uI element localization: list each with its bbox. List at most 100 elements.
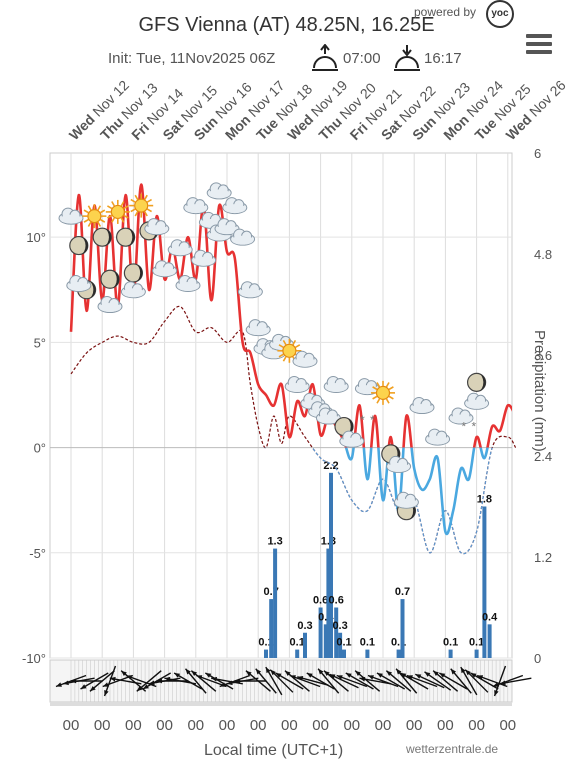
x-tick-label: 00 bbox=[250, 717, 267, 734]
precip-bar bbox=[482, 506, 487, 658]
yoc-logo[interactable]: yoc bbox=[486, 0, 514, 28]
moon-icon bbox=[92, 227, 112, 247]
x-axis-title: Local time (UTC+1) bbox=[204, 742, 344, 759]
snow-icon: * * bbox=[461, 420, 476, 434]
precip-value-label: 0.1 bbox=[336, 637, 351, 649]
credit-label: wetterzentrale.de bbox=[406, 742, 499, 756]
sun-icon bbox=[82, 204, 107, 229]
moon-icon bbox=[100, 269, 120, 289]
svg-text:*: * bbox=[360, 413, 365, 427]
precip-bar bbox=[487, 624, 492, 658]
wind-arrow bbox=[136, 670, 162, 692]
temp-tick-label: 5° bbox=[34, 335, 46, 350]
wind-arrow bbox=[102, 674, 134, 688]
menu-icon[interactable] bbox=[526, 34, 552, 56]
cloud-icon bbox=[206, 182, 232, 200]
precip-tick-label: 3.6 bbox=[534, 348, 552, 363]
precip-bar bbox=[342, 649, 346, 658]
wind-arrow bbox=[406, 674, 438, 688]
x-tick-label: 00 bbox=[468, 717, 485, 734]
wind-arrow bbox=[190, 670, 217, 692]
wind-arrow bbox=[265, 666, 283, 696]
temp-tick-label: -5° bbox=[29, 546, 46, 561]
precip-value-label: 0.7 bbox=[395, 586, 410, 598]
x-tick-label: 00 bbox=[125, 717, 142, 734]
cloud-icon bbox=[152, 260, 178, 278]
snow-icon: * * bbox=[360, 413, 375, 427]
x-tick-label: 00 bbox=[94, 717, 111, 734]
wind-arrow bbox=[499, 677, 532, 686]
x-tick-label: 00 bbox=[499, 717, 516, 734]
wind-arrow bbox=[460, 666, 478, 696]
wind-arrow bbox=[450, 668, 472, 694]
cloud-icon bbox=[120, 281, 146, 299]
precip-value-label: 0.1 bbox=[443, 637, 458, 649]
temp-tick-label: 10° bbox=[26, 230, 46, 245]
precip-bar bbox=[295, 649, 300, 658]
wind-arrow bbox=[196, 674, 227, 688]
wind-arrow bbox=[80, 672, 109, 690]
cloud-icon bbox=[245, 319, 271, 337]
cloud-icon bbox=[386, 455, 412, 473]
cloud-icon bbox=[464, 392, 490, 410]
precip-value-label: 2.2 bbox=[323, 460, 338, 472]
cloud-icon bbox=[230, 228, 256, 246]
temperature-line-subzero bbox=[344, 447, 489, 536]
wind-arrow bbox=[438, 672, 468, 690]
svg-text:*: * bbox=[461, 420, 466, 434]
wind-arrow bbox=[204, 672, 234, 690]
wind-arrow bbox=[385, 670, 412, 692]
moon-icon bbox=[115, 227, 136, 247]
cloud-icon bbox=[409, 397, 435, 414]
moon-icon bbox=[69, 235, 89, 256]
x-tick-label: 00 bbox=[281, 717, 298, 734]
cloud-icon bbox=[58, 207, 84, 225]
precip-bar bbox=[326, 548, 331, 658]
wind-arrow bbox=[89, 670, 115, 692]
cloud-icon bbox=[339, 430, 365, 448]
wind-arrow bbox=[399, 672, 429, 690]
wind-strip-base bbox=[50, 702, 512, 706]
precip-bar bbox=[318, 607, 323, 658]
wind-arrow bbox=[415, 673, 445, 689]
cloud-icon bbox=[191, 249, 217, 267]
precip-bar bbox=[269, 599, 274, 658]
x-tick-label: 00 bbox=[343, 717, 360, 734]
precip-bar bbox=[338, 632, 343, 658]
wind-arrow bbox=[317, 668, 340, 694]
precip-tick-label: 4.8 bbox=[534, 247, 552, 262]
precip-bar bbox=[396, 649, 401, 658]
precip-value-label: 0.3 bbox=[297, 620, 312, 632]
cloud-icon bbox=[425, 428, 451, 446]
x-tick-label: 00 bbox=[375, 717, 392, 734]
x-tick-label: 00 bbox=[406, 717, 423, 734]
precip-axis-title: Precipitation (mm) bbox=[531, 330, 548, 452]
precip-bar bbox=[474, 649, 479, 658]
plot-area bbox=[49, 152, 513, 659]
sun-icon bbox=[129, 193, 154, 218]
powered-by-label: powered by bbox=[414, 5, 477, 19]
precip-value-label: 0.3 bbox=[332, 620, 347, 632]
cloud-icon bbox=[175, 274, 201, 292]
sun-icon bbox=[371, 380, 395, 405]
precip-value-label: 0.1 bbox=[360, 637, 375, 649]
cloud-icon bbox=[448, 407, 474, 425]
cloud-icon bbox=[183, 197, 209, 215]
wind-arrow bbox=[329, 673, 359, 689]
wind-arrow bbox=[173, 672, 203, 690]
wind-arrow bbox=[345, 672, 374, 690]
wind-arrow bbox=[359, 676, 392, 685]
wind-arrow bbox=[284, 670, 310, 692]
sun-icon bbox=[277, 338, 302, 363]
wind-arrow bbox=[336, 674, 368, 688]
x-tick-label: 00 bbox=[187, 717, 204, 734]
wind-arrow bbox=[323, 670, 349, 692]
precip-value-label: 1.8 bbox=[477, 494, 492, 506]
wind-arrow bbox=[289, 674, 321, 688]
precip-value-label: 1.3 bbox=[321, 536, 336, 548]
cloud-icon bbox=[97, 296, 123, 313]
precip-value-label: 0.4 bbox=[482, 611, 498, 623]
precip-tick-label: 2.4 bbox=[534, 449, 552, 464]
cloud-icon bbox=[323, 375, 349, 393]
wind-arrow bbox=[70, 678, 103, 684]
